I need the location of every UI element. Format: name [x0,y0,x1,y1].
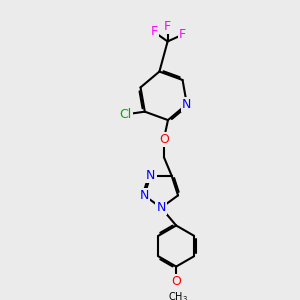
Text: N: N [146,169,155,182]
Text: F: F [164,20,171,33]
Text: N: N [182,98,191,111]
Text: F: F [179,28,186,41]
Text: O: O [171,275,181,288]
Text: O: O [159,133,169,146]
Text: F: F [150,26,158,38]
Text: N: N [140,189,149,202]
Text: Cl: Cl [119,108,132,121]
Text: N: N [156,201,166,214]
Text: CH$_3$: CH$_3$ [167,290,188,300]
